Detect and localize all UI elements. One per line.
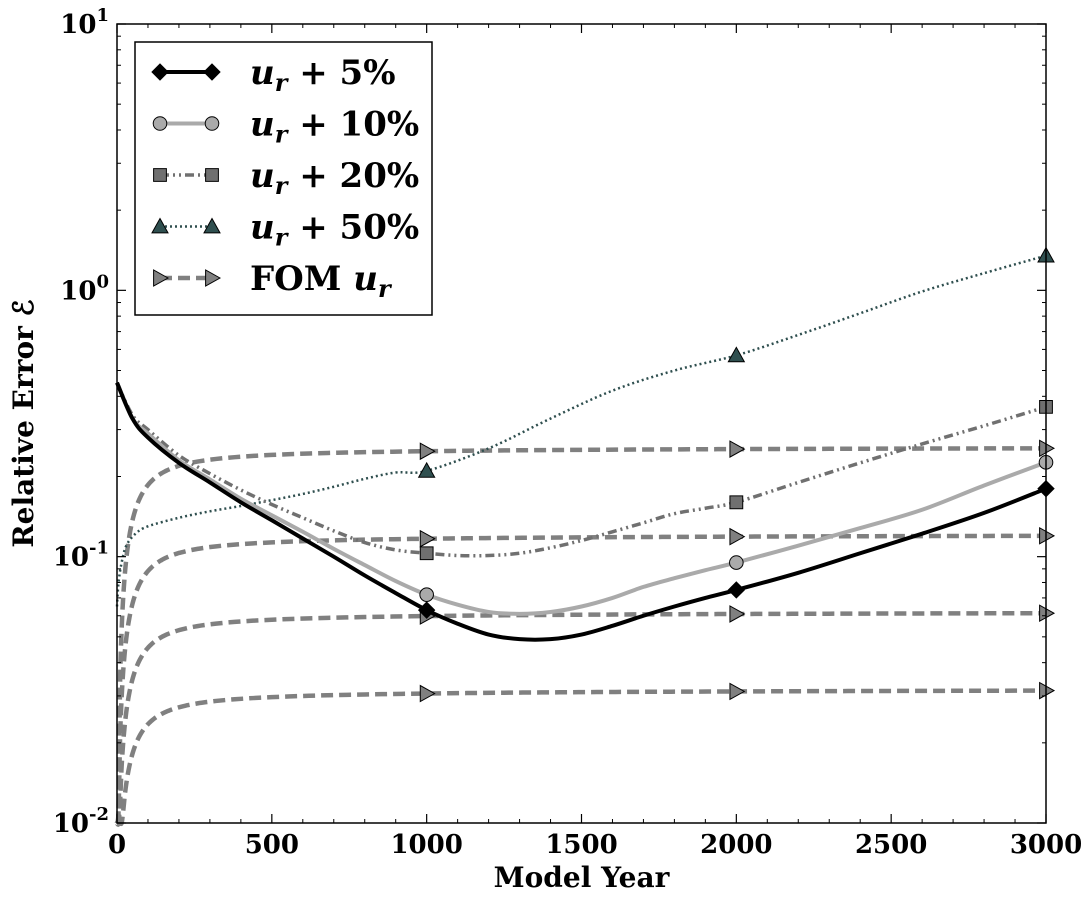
- fom-curve-line: [114, 533, 1043, 824]
- y-tick-base: 10: [53, 809, 89, 839]
- x-tick-label: 2000: [700, 830, 772, 860]
- legend-marker: [151, 63, 169, 81]
- legend-label-part: + 10%: [287, 105, 419, 145]
- series-line: [115, 381, 1047, 558]
- x-axis-title: Model Year: [494, 861, 671, 894]
- fom-marker: [419, 442, 436, 461]
- fom-marker: [1039, 681, 1056, 700]
- legend-label-part: + 20%: [287, 156, 419, 196]
- legend-label-part: u: [250, 208, 275, 248]
- legend-item: FOM ur: [153, 259, 393, 303]
- fom-marker: [419, 529, 436, 548]
- fom-marker: [1039, 439, 1056, 458]
- series-layer: [114, 246, 1056, 827]
- series-5: [114, 439, 1056, 827]
- fom-curve-line: [114, 610, 1043, 827]
- legend-box: [134, 41, 433, 316]
- legend-item: ur + 20%: [153, 156, 419, 200]
- series-2: [115, 381, 1054, 616]
- legend-label: ur + 5%: [250, 53, 396, 97]
- axis-ticks: [116, 23, 1047, 824]
- legend-marker: [153, 168, 167, 182]
- legend-marker: [205, 269, 222, 287]
- series-marker: [727, 581, 746, 599]
- legend-marker: [153, 269, 170, 287]
- legend-marker: [152, 116, 168, 131]
- legend-label-part: u: [250, 156, 275, 196]
- legend-label-subscript: r: [378, 274, 393, 303]
- legend-label-part: + 5%: [287, 53, 395, 93]
- legend-label-part: FOM: [250, 259, 353, 299]
- series-marker: [417, 601, 436, 619]
- x-tick-label: 500: [245, 830, 299, 860]
- legend-label: ur + 50%: [250, 208, 419, 252]
- series-line: [115, 381, 1047, 616]
- legend-marker: [204, 116, 220, 131]
- legend-marker: [205, 168, 219, 182]
- series-marker: [729, 495, 744, 510]
- y-tick-exponent: 0: [96, 271, 109, 292]
- y-tick-label: 10-1: [53, 538, 109, 573]
- series-marker: [419, 546, 434, 561]
- y-tick-label: 101: [60, 5, 109, 40]
- legend-label: FOM ur: [250, 259, 393, 303]
- legend-item: ur + 50%: [151, 208, 419, 252]
- legend-label-subscript: r: [275, 68, 290, 97]
- series-marker: [417, 461, 436, 478]
- y-tick-exponent: 1: [96, 5, 109, 26]
- fom-marker: [729, 605, 746, 623]
- series-line: [115, 381, 1047, 642]
- y-tick-base: 10: [60, 10, 96, 40]
- fom-marker: [1039, 526, 1056, 545]
- legend-label-subscript: r: [275, 223, 290, 252]
- legend-marker: [151, 217, 169, 234]
- y-tick-exponent: -1: [89, 538, 109, 559]
- legend-label: ur + 20%: [250, 156, 419, 200]
- legend-label-part: + 50%: [287, 208, 419, 248]
- legend-label: ur + 10%: [250, 105, 419, 149]
- legend-label-part: u: [353, 259, 378, 299]
- x-tick-label: 2500: [855, 830, 927, 860]
- legend-label-subscript: r: [275, 120, 290, 149]
- legend-item: ur + 5%: [151, 53, 396, 97]
- y-tick-base: 10: [60, 276, 96, 306]
- series-marker: [729, 555, 744, 570]
- series-marker: [419, 587, 434, 602]
- legend-label-part: u: [250, 53, 275, 93]
- y-tick-label: 100: [60, 271, 109, 306]
- x-tick-label: 1500: [545, 830, 617, 860]
- fom-curve-line: [114, 446, 1043, 827]
- legend-item: ur + 10%: [152, 105, 419, 149]
- series-marker: [727, 346, 746, 363]
- fom-marker: [729, 682, 746, 701]
- legend-marker: [203, 63, 221, 81]
- legend-marker: [203, 217, 221, 234]
- y-tick-label: 10-2: [53, 804, 109, 839]
- x-tick-label: 1000: [390, 830, 462, 860]
- y-tick-exponent: -2: [89, 804, 109, 825]
- y-axis-title: Relative Error ℰ: [7, 299, 40, 547]
- x-tick-label: 3000: [1010, 830, 1082, 860]
- series-3: [115, 381, 1053, 561]
- fom-marker: [419, 684, 436, 703]
- legend: ur + 5%ur + 10%ur + 20%ur + 50%FOM ur: [134, 41, 433, 316]
- fom-marker: [729, 440, 746, 458]
- fom-curve-line: [116, 688, 1043, 827]
- fom-marker: [1039, 604, 1056, 623]
- y-tick-base: 10: [53, 543, 89, 573]
- legend-label-subscript: r: [275, 171, 290, 200]
- legend-label-part: u: [250, 105, 275, 145]
- x-tick-label: 0: [108, 830, 126, 860]
- fom-marker: [729, 527, 746, 546]
